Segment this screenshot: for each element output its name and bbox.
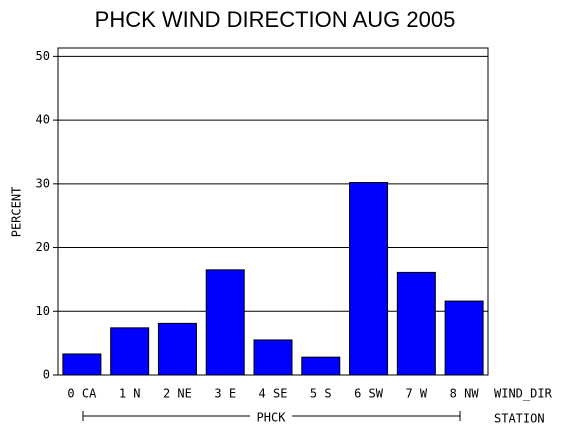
bar <box>444 300 484 376</box>
x-tick-label: 0 CA <box>67 387 97 401</box>
chart-title: PHCK WIND DIRECTION AUG 2005 <box>95 7 456 32</box>
y-tick-label: 20 <box>36 240 50 254</box>
bar <box>253 339 293 376</box>
x-tick-label: 4 SE <box>259 387 288 401</box>
bar <box>396 271 436 376</box>
x-tick-label: 7 W <box>405 387 427 401</box>
y-tick-label: 50 <box>36 49 50 63</box>
x-tick-label: 3 E <box>214 387 236 401</box>
x-tick-label: 8 NW <box>450 387 480 401</box>
bar <box>110 327 150 376</box>
y-tick-label: 0 <box>43 368 50 382</box>
x-tick-label: 5 S <box>310 387 332 401</box>
x-axis-label: WIND_DIR <box>494 387 553 401</box>
x-tick-label: 6 SW <box>354 387 384 401</box>
y-tick-label: 10 <box>36 304 50 318</box>
x-tick-label: 1 N <box>119 387 141 401</box>
y-tick-label: 30 <box>36 176 50 190</box>
bar <box>62 353 102 376</box>
y-tick-label: 40 <box>36 113 50 127</box>
bar <box>349 182 389 376</box>
group-label: PHCK <box>257 411 287 425</box>
bar <box>157 322 197 376</box>
group-axis-label: STATION <box>494 412 545 426</box>
y-axis-label: PERCENT <box>10 187 24 238</box>
bar <box>205 269 245 376</box>
x-tick-label: 2 NE <box>163 387 192 401</box>
bar <box>301 356 341 376</box>
